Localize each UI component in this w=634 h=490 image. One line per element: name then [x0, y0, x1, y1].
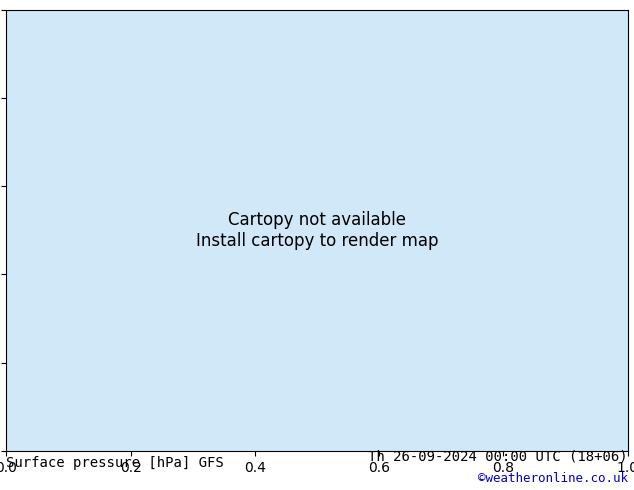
- Text: Cartopy not available
Install cartopy to render map: Cartopy not available Install cartopy to…: [196, 211, 438, 250]
- Text: Surface pressure [hPa] GFS: Surface pressure [hPa] GFS: [6, 456, 224, 470]
- Text: Th 26-09-2024 00:00 UTC (18+06): Th 26-09-2024 00:00 UTC (18+06): [368, 449, 628, 463]
- Text: ©weatheronline.co.uk: ©weatheronline.co.uk: [477, 472, 628, 485]
